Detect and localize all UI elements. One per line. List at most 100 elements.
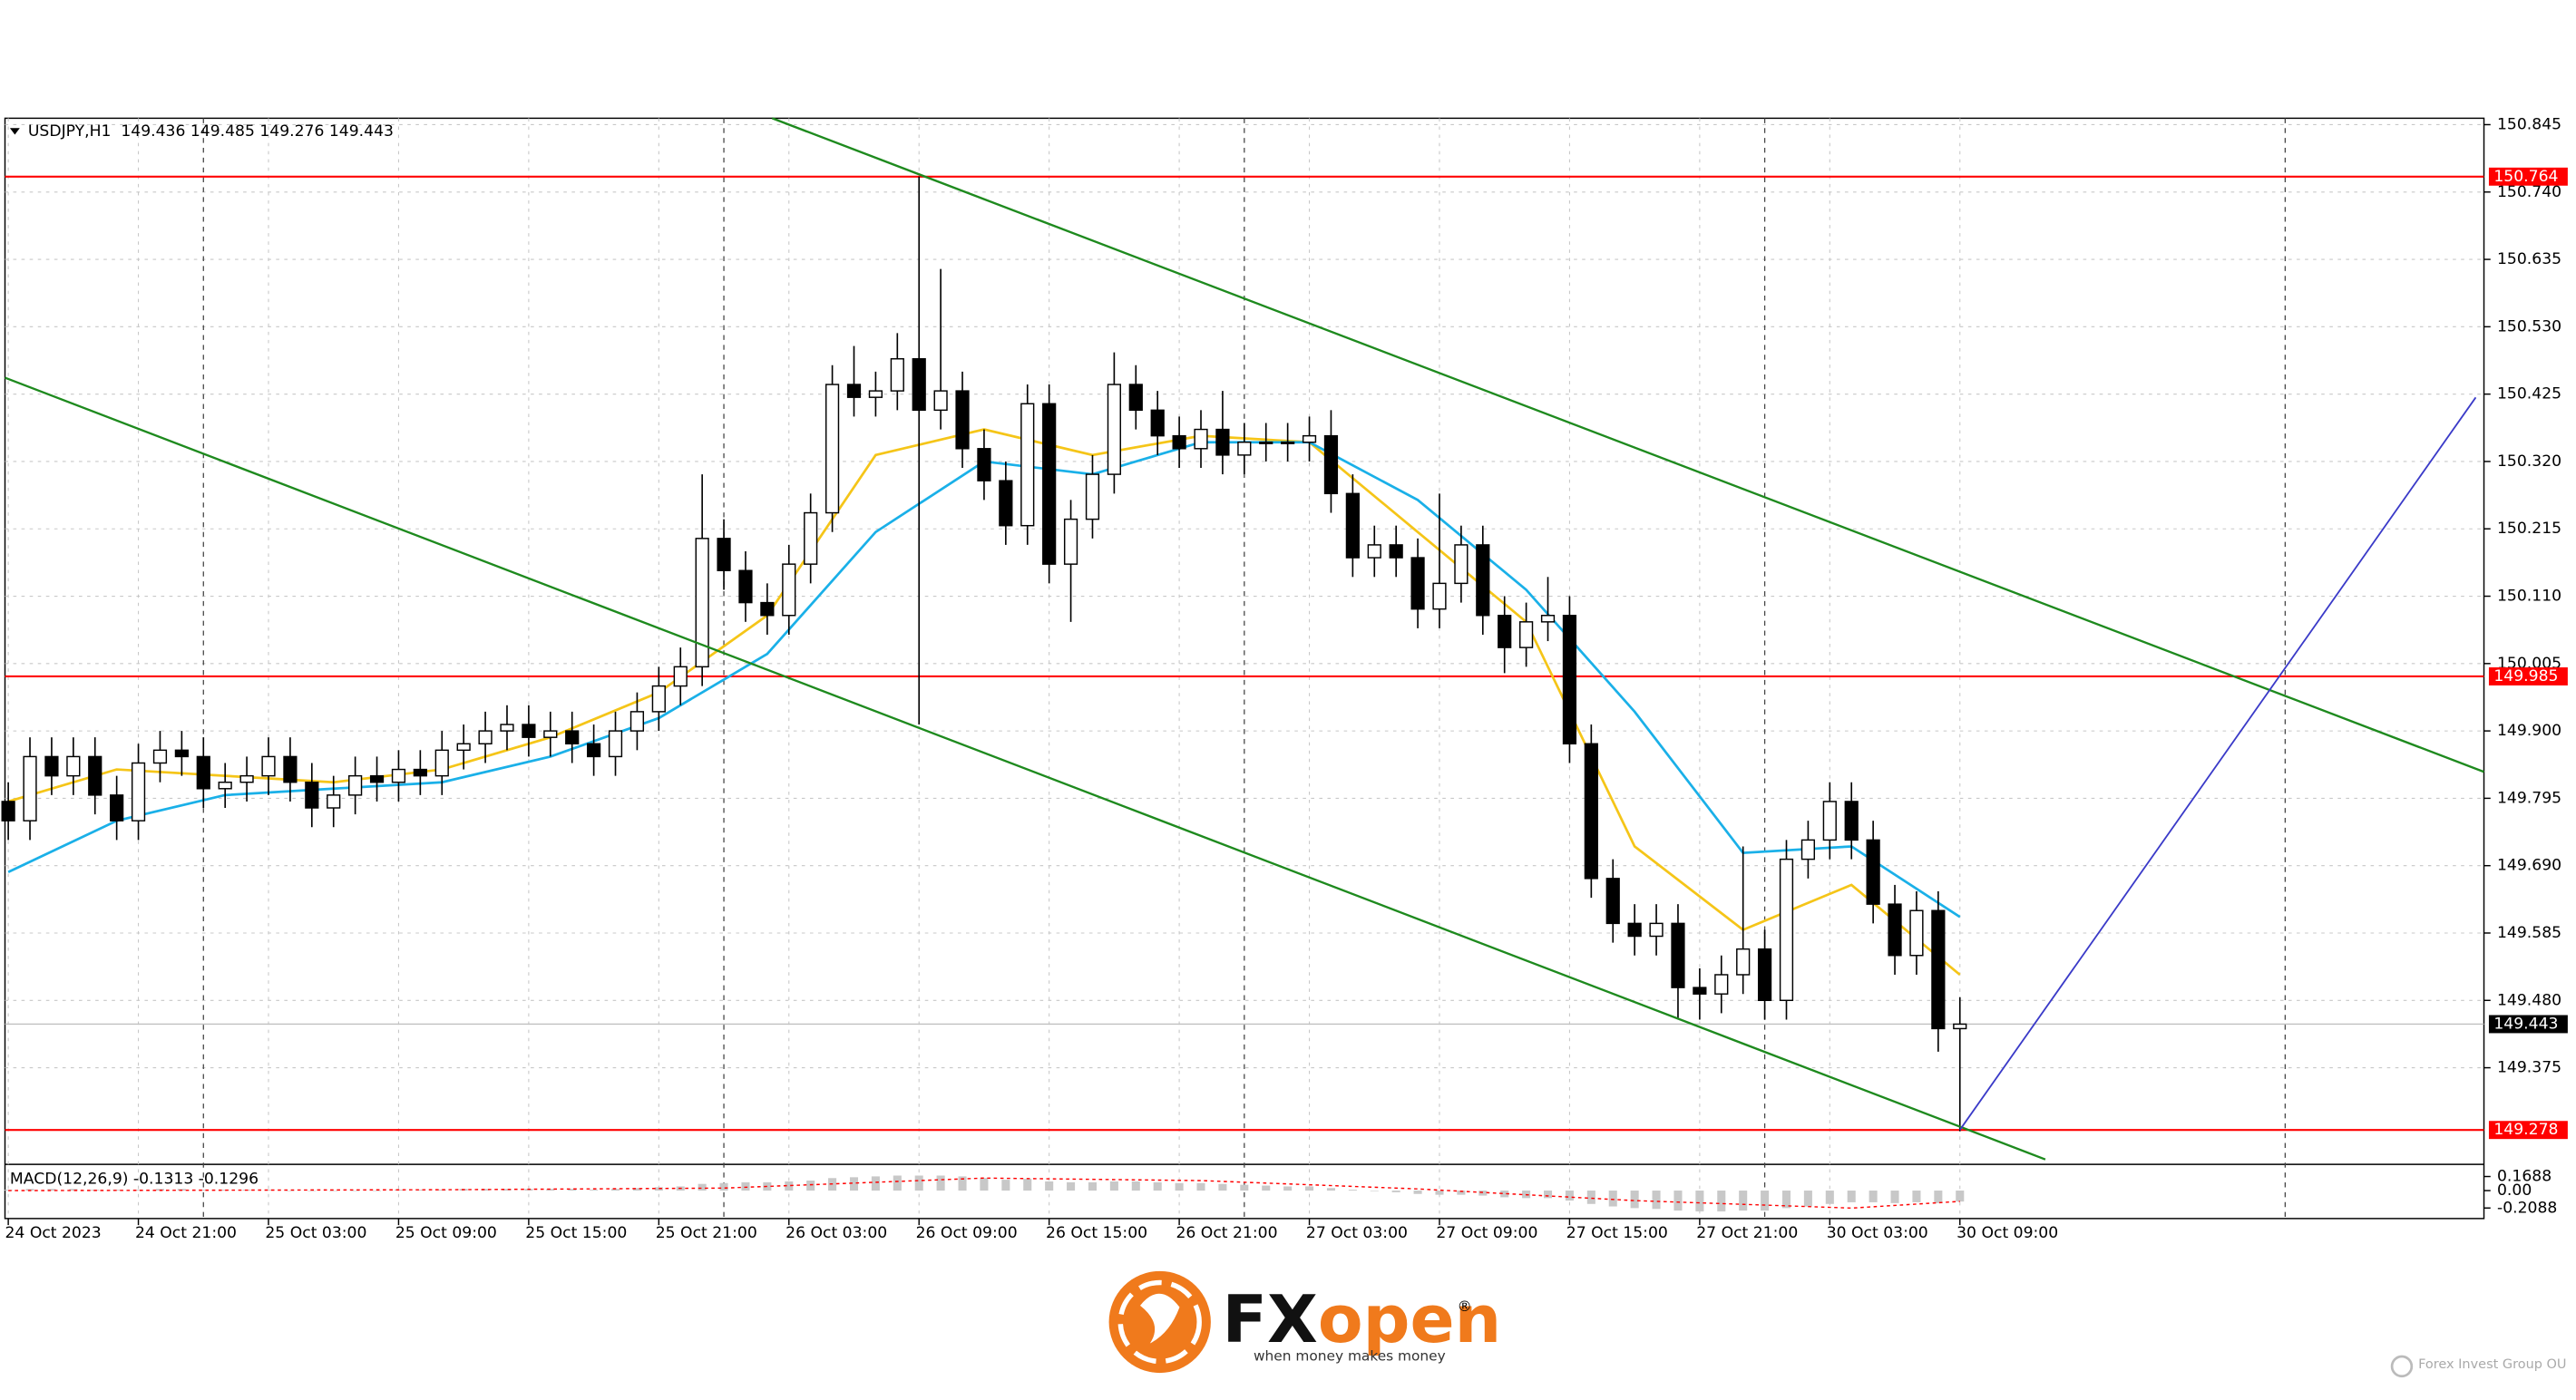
- candle-body: [1779, 858, 1794, 1002]
- candle-body: [1822, 801, 1837, 841]
- candle-body: [1671, 922, 1685, 988]
- candle-body: [955, 390, 970, 450]
- candle-body: [1498, 615, 1512, 648]
- candle-body: [1476, 544, 1490, 617]
- candle-body: [1194, 428, 1208, 450]
- x-tick-label: 27 Oct 03:00: [1306, 1224, 1408, 1242]
- candle-body: [1259, 441, 1273, 444]
- candle-body: [23, 755, 37, 822]
- ohlc-close: 149.443: [329, 122, 394, 141]
- y-tick-label: 150.110: [2497, 588, 2561, 606]
- company-name: Forex Invest Group OU: [2418, 1357, 2566, 1372]
- x-tick-label: 25 Oct 03:00: [265, 1224, 366, 1242]
- candle-body: [1736, 948, 1751, 976]
- macd-y-tick-label: 0.00: [2497, 1181, 2532, 1200]
- candle-body: [522, 724, 536, 738]
- x-tick-label: 25 Oct 15:00: [525, 1224, 627, 1242]
- candle-body: [413, 768, 427, 777]
- y-tick-label: 150.740: [2497, 183, 2561, 201]
- y-tick-label: 149.585: [2497, 924, 2561, 942]
- x-tick-label: 25 Oct 21:00: [656, 1224, 757, 1242]
- candle-body: [478, 730, 493, 744]
- candle-body: [1649, 922, 1664, 938]
- x-tick-label: 26 Oct 09:00: [916, 1224, 1018, 1242]
- macd-bar: [1673, 1191, 1683, 1211]
- macd-bar: [481, 1189, 490, 1191]
- grid: [5, 118, 2491, 1226]
- macd-bar: [1586, 1191, 1595, 1204]
- candle-body: [1367, 544, 1381, 559]
- candle-body: [1693, 987, 1707, 995]
- macd-value: -0.1313: [133, 1170, 193, 1188]
- y-tick-label: 149.900: [2497, 722, 2561, 740]
- candle-body: [1866, 839, 1880, 905]
- macd-bar: [1067, 1181, 1076, 1191]
- macd-bar: [1435, 1191, 1444, 1195]
- macd-bar: [1305, 1186, 1314, 1191]
- candle-body: [1215, 428, 1230, 456]
- macd-bar: [1478, 1191, 1488, 1196]
- candle-body: [1844, 801, 1859, 841]
- candle-body: [369, 774, 385, 783]
- candle-body: [1562, 615, 1577, 744]
- macd-bar: [1348, 1190, 1357, 1191]
- macd-bar: [1240, 1184, 1249, 1191]
- macd-bar: [1781, 1191, 1791, 1209]
- candle-body: [1714, 974, 1729, 995]
- candle-body: [391, 768, 406, 783]
- y-tick-label: 150.530: [2497, 317, 2561, 335]
- x-tick-label: 24 Oct 2023: [5, 1224, 101, 1242]
- macd-bar: [568, 1189, 577, 1191]
- level-label-bg: [2488, 167, 2568, 186]
- x-tick-label: 27 Oct 09:00: [1436, 1224, 1537, 1242]
- macd-bar: [1153, 1181, 1162, 1191]
- x-tick-label: 26 Oct 21:00: [1176, 1224, 1277, 1242]
- candle-body: [110, 794, 124, 822]
- macd-bar: [1761, 1191, 1770, 1211]
- x-tick-label: 30 Oct 03:00: [1827, 1224, 1928, 1242]
- candle-body: [695, 538, 709, 668]
- macd-bar: [1890, 1191, 1899, 1203]
- macd-bar: [112, 1190, 122, 1191]
- macd-bar: [69, 1189, 78, 1191]
- macd-bar: [1109, 1181, 1118, 1191]
- logo-emblem-ring: [1117, 1279, 1202, 1365]
- candle-body: [239, 774, 254, 783]
- candle-body: [131, 762, 146, 822]
- macd-bar: [1088, 1181, 1098, 1191]
- current-price-bg: [2488, 1015, 2568, 1034]
- x-tick-label: 24 Oct 21:00: [135, 1224, 237, 1242]
- logo-registered: ®: [1458, 1298, 1472, 1315]
- macd-bar: [785, 1181, 794, 1191]
- trend-line: [5, 376, 2046, 1161]
- macd-bar: [1934, 1191, 1943, 1203]
- macd-y-tick-label: -0.2088: [2497, 1199, 2557, 1217]
- level-label-bg: [2488, 1121, 2568, 1140]
- macd-bar: [1847, 1191, 1856, 1202]
- macd-bar: [503, 1189, 512, 1191]
- macd-bar: [1630, 1191, 1639, 1209]
- y-tick-label: 150.215: [2497, 520, 2561, 538]
- level-label: 149.985: [2493, 667, 2558, 685]
- macd-bar: [914, 1175, 923, 1191]
- macd-bar: [806, 1181, 815, 1191]
- candle-body: [66, 755, 81, 777]
- logo-emblem-mark: [1139, 1293, 1180, 1344]
- macd-y-tick-label: 0.1688: [2497, 1168, 2552, 1186]
- candle-body: [543, 730, 558, 738]
- candle-body: [760, 601, 775, 617]
- x-tick-label: 26 Oct 03:00: [785, 1224, 887, 1242]
- candle-body: [587, 743, 601, 758]
- candle-body: [1454, 544, 1469, 585]
- macd-bar: [1695, 1191, 1704, 1212]
- candle-body: [1584, 743, 1598, 880]
- candle-body: [738, 569, 753, 604]
- macd-bar: [719, 1182, 728, 1191]
- ohlc-high: 149.485: [190, 122, 255, 141]
- macd-bar: [1218, 1183, 1227, 1191]
- candle-body: [1909, 909, 1924, 957]
- macd-bar: [1717, 1191, 1726, 1212]
- macd-bar: [1196, 1182, 1205, 1191]
- candle-body: [1237, 441, 1252, 456]
